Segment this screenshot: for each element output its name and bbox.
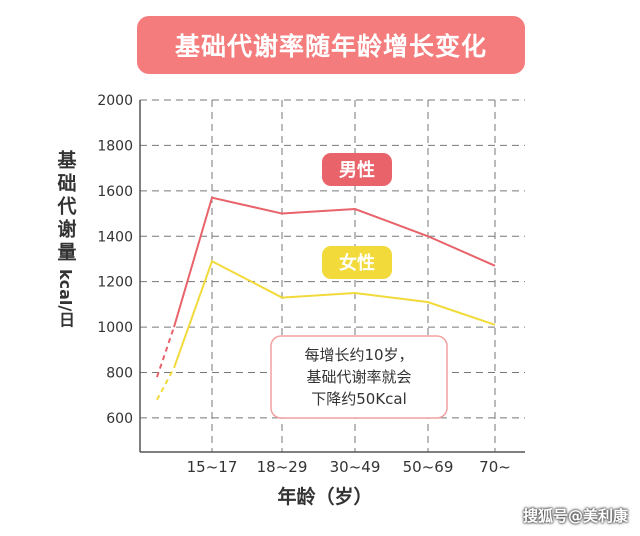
annotation-box <box>270 335 448 419</box>
x-tick-label: 70~ <box>479 458 511 476</box>
legend-label: 女性 <box>339 252 375 274</box>
y-tick-label: 1400 <box>97 229 133 245</box>
y-tick-label: 2000 <box>97 93 133 109</box>
legend-pill <box>322 153 392 186</box>
series-lead-in <box>156 367 175 401</box>
series-lead-in <box>156 326 175 378</box>
y-axis-unit: kcal/日 <box>52 269 78 327</box>
y-tick-label: 800 <box>106 366 133 382</box>
y-axis-label: 基础代谢量 kcal/日 <box>50 150 80 327</box>
y-tick-label: 1800 <box>97 138 133 154</box>
watermark: 搜狐号@美利康 <box>522 507 628 525</box>
series-line <box>173 196 496 328</box>
legend-pill <box>322 246 392 279</box>
y-tick-label: 1000 <box>97 320 133 336</box>
x-tick-label: 18~29 <box>257 458 308 476</box>
legend-label: 男性 <box>339 159 375 181</box>
y-tick-label: 1200 <box>97 275 133 291</box>
x-tick-label: 15~17 <box>187 458 238 476</box>
x-tick-label: 30~49 <box>330 458 381 476</box>
annotation-line: 基础代谢率就会 <box>306 368 411 386</box>
annotation-line: 每增长约10岁， <box>304 346 413 364</box>
x-tick-label: 50~69 <box>403 458 454 476</box>
x-axis-label: 年龄（岁） <box>277 486 373 508</box>
y-tick-label: 1600 <box>97 184 133 200</box>
annotation-line: 下降约50Kcal <box>311 390 407 408</box>
y-axis-unit-text: kcal/日 <box>56 269 75 328</box>
y-axis-label-text: 基础代谢量 <box>54 150 77 265</box>
chart-title: 基础代谢率随年龄增长变化 <box>137 16 525 74</box>
series-line <box>173 259 496 369</box>
y-tick-label: 600 <box>106 411 133 427</box>
